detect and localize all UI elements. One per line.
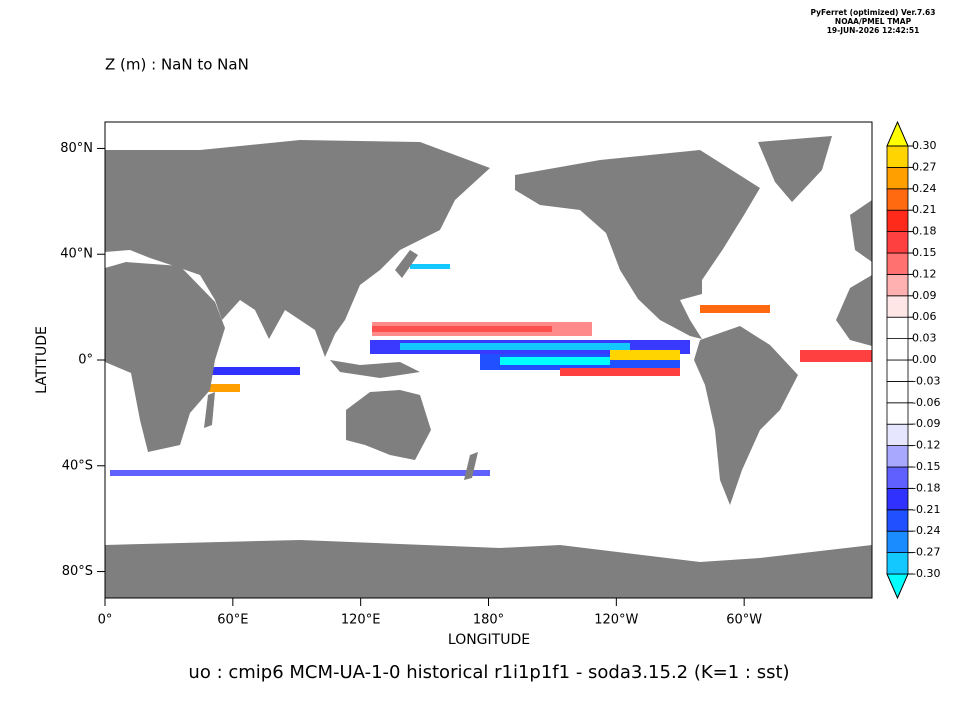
europe-west: [850, 200, 872, 262]
y-tick-label: 40°N: [60, 247, 93, 262]
colorbar-label: -0.27: [912, 546, 940, 559]
eurasia: [105, 140, 490, 357]
colorbar-label: 0.00: [912, 353, 937, 366]
colorbar-label: -0.21: [912, 503, 940, 516]
colorbar-box: [886, 252, 909, 275]
colorbar-box: [886, 487, 909, 511]
australia: [346, 390, 431, 460]
colorbar-box: [886, 530, 909, 554]
anomaly-patches: [110, 264, 872, 476]
new-zealand: [464, 452, 478, 480]
axes: 0° 60°E 120°E 180° 120°W 60°W 80°N 40°N 0° 40°S 80…: [60, 141, 762, 628]
x-tick-label: 120°W: [594, 613, 638, 628]
colorbar-label: 0.27: [912, 160, 937, 173]
version: PyFerret (optimized) Ver.7.63: [811, 8, 936, 17]
patch: [560, 368, 680, 376]
x-axis-label: LONGITUDE: [448, 632, 530, 648]
colorbar-box: [886, 188, 909, 211]
colorbar-label: -0.09: [912, 417, 940, 430]
patch: [110, 470, 490, 476]
colorbar-label: -0.15: [912, 460, 940, 473]
land: [105, 136, 872, 598]
indonesia: [330, 360, 420, 378]
colorbar-label: -0.18: [912, 481, 940, 494]
y-tick-label: 40°S: [62, 458, 93, 473]
colorbar-box: [886, 316, 909, 340]
colorbar-box: [886, 145, 909, 168]
patch: [700, 305, 770, 313]
y-tick-label: 80°S: [62, 564, 93, 579]
colorbar-box: [886, 273, 909, 297]
colorbar-label: 0.21: [912, 203, 937, 216]
colorbar-label: -0.12: [912, 439, 940, 452]
north-america: [515, 150, 760, 339]
patch: [400, 343, 630, 350]
colorbar-label: -0.06: [912, 396, 940, 409]
y-tick-label: 0°: [78, 353, 93, 368]
x-tick-label: 60°W: [726, 613, 762, 628]
colorbar: -0.30 -0.27 -0.24 -0.21 -0.18 -0.15 -0.12 -0.09…: [886, 120, 940, 600]
colorbar-label: 0.12: [912, 267, 937, 280]
colorbar-box: [886, 552, 909, 575]
colorbar-box: [886, 338, 909, 361]
japan: [395, 250, 418, 278]
colorbar-label: -0.30: [912, 567, 940, 580]
colorbar-label: 0.30: [912, 139, 937, 152]
colorbar-label: 0.03: [912, 332, 937, 345]
footer: uo : cmip6 MCM-UA-1-0 historical r1i1p1f…: [188, 662, 789, 683]
colorbar-triangle: [886, 573, 909, 600]
x-tick-label: 120°E: [341, 613, 381, 628]
date: 19-JUN-2026 12:42:51: [827, 26, 920, 35]
patch: [610, 350, 680, 360]
colorbar-box: [886, 402, 909, 425]
africa-west: [836, 275, 872, 346]
colorbar-box: [886, 231, 909, 254]
patch: [800, 350, 872, 362]
colorbar-box: [886, 295, 909, 318]
colorbar-box: [886, 380, 909, 404]
patch: [372, 326, 552, 332]
colorbar-box: [886, 445, 909, 468]
colorbar-triangle: [886, 120, 909, 147]
colorbar-label: 0.09: [912, 289, 937, 302]
south-america: [694, 326, 798, 505]
colorbar-label: -0.24: [912, 524, 940, 537]
x-tick-label: 60°E: [217, 613, 248, 628]
colorbar-box: [886, 423, 909, 447]
colorbar-box: [886, 359, 909, 382]
greenland: [758, 136, 832, 202]
antarctica: [105, 540, 872, 598]
colorbar-box: [886, 209, 909, 232]
patch: [200, 367, 300, 375]
colorbar-label: 0.15: [912, 246, 937, 259]
y-axis-label: LATITUDE: [34, 326, 50, 394]
colorbar-box: [886, 166, 909, 190]
subtitle: Z (m) : NaN to NaN: [105, 56, 249, 74]
patch: [190, 384, 240, 392]
map: 0° 60°E 120°E 180° 120°W 60°W 80°N 40°N 0° 40°S 80…: [34, 121, 873, 648]
patch: [500, 357, 610, 365]
x-tick-label: 180°: [473, 613, 504, 628]
colorbar-label: 0.18: [912, 225, 937, 238]
x-tick-label: 0°: [98, 613, 113, 628]
madagascar: [204, 392, 215, 428]
org: NOAA/PMEL TMAP: [835, 17, 912, 26]
colorbar-label: 0.06: [912, 310, 937, 323]
colorbar-box: [886, 466, 909, 489]
colorbar-label: 0.24: [912, 182, 937, 195]
africa: [105, 262, 225, 452]
colorbar-box: [886, 509, 909, 532]
y-tick-label: 80°N: [60, 141, 93, 156]
patch: [410, 264, 450, 269]
colorbar-label: -0.03: [912, 374, 940, 387]
